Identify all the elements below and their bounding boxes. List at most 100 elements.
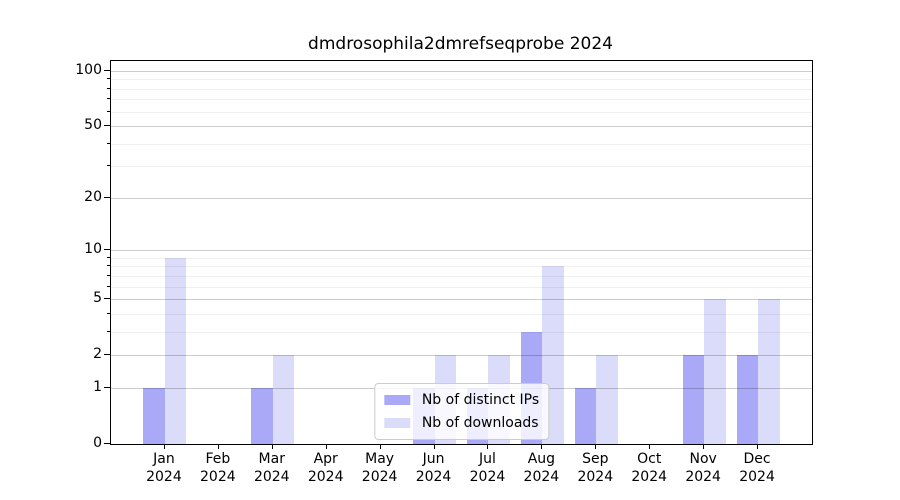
x-tick-month: Apr — [313, 451, 338, 467]
x-tick-month: Sep — [582, 451, 609, 467]
x-tick-mark-aug — [541, 444, 543, 449]
x-tick-month: Dec — [743, 451, 771, 467]
bar-nov-distinct-ips — [682, 355, 705, 444]
x-tick-month: Feb — [205, 451, 231, 467]
y-tick-label-2: 2 — [93, 346, 102, 363]
major-gridline-20 — [111, 197, 812, 199]
minor-gridline-90 — [111, 79, 812, 81]
x-tick-mark-apr — [325, 444, 327, 449]
x-tick-mark-dec — [757, 444, 759, 449]
bar-mar-distinct-ips — [251, 387, 273, 444]
bar-jan-distinct-ips — [143, 387, 165, 444]
x-tick-label-oct: Oct 2024 — [631, 450, 667, 486]
minor-gridline-9 — [111, 257, 812, 259]
x-tick-mark-feb — [217, 444, 219, 449]
major-gridline-5 — [111, 299, 812, 301]
x-tick-year: 2024 — [146, 469, 182, 485]
plot-area: Nb of distinct IPs Nb of downloads — [110, 60, 813, 445]
x-tick-year: 2024 — [577, 469, 614, 485]
y-minor-tick-mark-70 — [107, 98, 110, 100]
major-gridline-50 — [111, 126, 812, 128]
x-tick-label-sep: Sep 2024 — [577, 450, 613, 486]
x-tick-year: 2024 — [739, 469, 775, 485]
x-tick-year: 2024 — [685, 469, 721, 485]
y-minor-tick-mark-90 — [107, 78, 110, 80]
y-tick-label-20: 20 — [84, 188, 102, 205]
legend-entry-distinct-ips: Nb of distinct IPs — [383, 390, 540, 410]
y-tick-mark-5 — [104, 298, 110, 300]
major-gridline-2 — [111, 355, 812, 357]
minor-gridline-80 — [111, 88, 812, 90]
x-tick-mark-jul — [487, 444, 489, 449]
legend-swatch-distinct-ips — [383, 395, 410, 405]
x-tick-label-nov: Nov 2024 — [685, 450, 721, 486]
y-minor-tick-mark-40 — [107, 142, 110, 144]
minor-gridline-4 — [111, 313, 812, 315]
y-minor-tick-mark-7 — [107, 274, 110, 276]
major-gridline-100 — [111, 70, 812, 72]
x-tick-mark-may — [379, 444, 381, 449]
minor-gridline-8 — [111, 266, 812, 268]
y-tick-mark-0 — [104, 443, 110, 444]
chart-title: dmdrosophila2dmrefseqprobe 2024 — [308, 34, 613, 54]
y-tick-mark-20 — [104, 196, 110, 198]
y-minor-tick-mark-4 — [107, 312, 110, 314]
bar-sep-distinct-ips — [574, 387, 597, 444]
x-tick-mark-sep — [595, 444, 597, 449]
bar-dec-distinct-ips — [736, 355, 759, 444]
legend-label-downloads: Nb of downloads — [421, 415, 539, 431]
x-tick-year: 2024 — [415, 469, 452, 485]
x-tick-year: 2024 — [523, 469, 560, 485]
bar-sep-downloads — [596, 355, 618, 444]
y-tick-mark-2 — [104, 354, 110, 356]
x-tick-month: Jun — [422, 451, 445, 467]
x-tick-month: May — [365, 451, 395, 467]
minor-gridline-7 — [111, 275, 812, 277]
y-minor-tick-mark-80 — [107, 87, 110, 89]
y-minor-tick-mark-30 — [107, 165, 110, 167]
x-tick-label-aug: Aug 2024 — [524, 450, 560, 486]
x-tick-mark-jan — [163, 444, 165, 449]
y-minor-tick-mark-8 — [107, 265, 110, 267]
y-tick-mark-50 — [104, 125, 110, 127]
y-tick-label-5: 5 — [93, 290, 102, 307]
x-tick-mark-mar — [271, 444, 273, 449]
x-tick-year: 2024 — [631, 469, 668, 485]
y-tick-mark-10 — [104, 249, 110, 251]
x-tick-mark-oct — [649, 444, 651, 449]
minor-gridline-6 — [111, 286, 812, 288]
x-tick-mark-jun — [433, 444, 435, 449]
y-tick-label-0: 0 — [93, 435, 102, 451]
x-tick-year: 2024 — [469, 469, 506, 485]
legend-label-distinct-ips: Nb of distinct IPs — [421, 392, 540, 408]
y-tick-label-50: 50 — [84, 117, 102, 134]
x-tick-month: Oct — [637, 451, 662, 467]
major-gridline-10 — [111, 250, 812, 252]
bar-jan-downloads — [164, 257, 187, 444]
y-tick-mark-1 — [104, 386, 110, 388]
x-tick-month: Mar — [258, 451, 285, 467]
y-minor-tick-mark-60 — [107, 110, 110, 112]
x-tick-label-mar: Mar 2024 — [254, 450, 290, 486]
x-tick-month: Jan — [153, 451, 175, 467]
x-tick-year: 2024 — [307, 469, 344, 485]
y-minor-tick-mark-9 — [107, 256, 110, 258]
x-tick-label-feb: Feb 2024 — [200, 450, 236, 486]
legend-swatch-downloads — [383, 418, 410, 428]
x-tick-label-dec: Dec 2024 — [739, 450, 775, 486]
minor-gridline-70 — [111, 99, 812, 101]
x-tick-year: 2024 — [361, 469, 398, 485]
legend: Nb of distinct IPs Nb of downloads — [373, 383, 550, 440]
x-tick-label-may: May 2024 — [362, 450, 398, 486]
x-tick-label-jul: Jul 2024 — [470, 450, 506, 486]
bar-dec-downloads — [758, 299, 780, 444]
y-minor-tick-mark-3 — [107, 330, 110, 332]
y-tick-mark-100 — [104, 69, 110, 71]
minor-gridline-60 — [111, 111, 812, 113]
x-tick-mark-nov — [703, 444, 705, 449]
x-tick-month: Jul — [478, 451, 496, 467]
x-tick-month: Nov — [689, 451, 717, 467]
x-tick-year: 2024 — [200, 469, 236, 485]
x-tick-month: Aug — [527, 451, 556, 467]
